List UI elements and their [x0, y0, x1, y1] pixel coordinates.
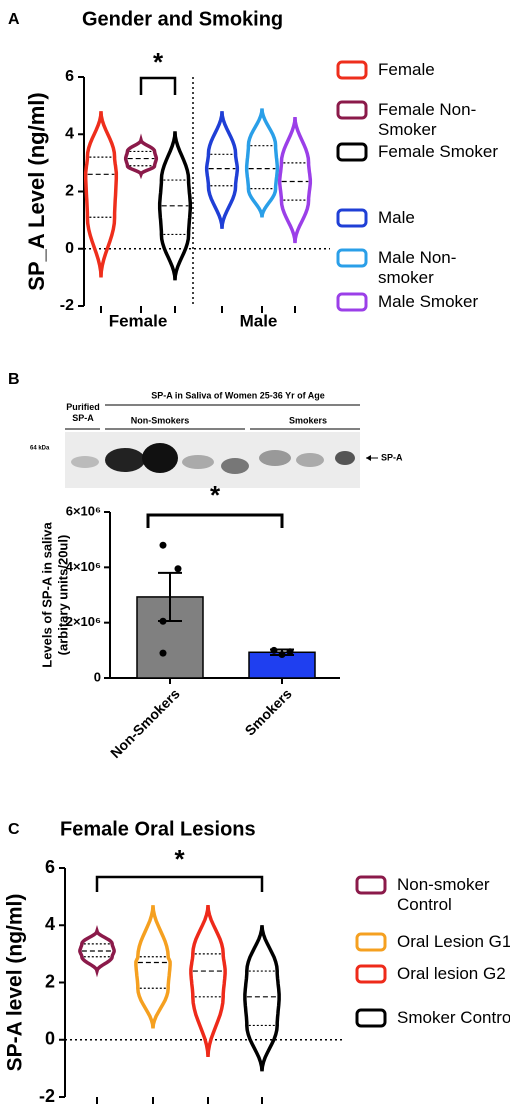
legend-swatch: [355, 932, 387, 952]
legend-swatch: [336, 100, 368, 120]
y-tick-label: 6: [45, 857, 55, 877]
chart-title: Female Oral Lesions: [60, 818, 256, 840]
legend-label-box: Male Non-smoker: [378, 248, 457, 287]
y-axis-title: SP-A level (ng/ml): [4, 894, 27, 1072]
significance-bracket: [95, 875, 264, 892]
violin: [243, 925, 281, 1072]
x-tick-label: Non-Smokers: [107, 685, 183, 761]
blot-lane-label: Purified SP-A: [66, 402, 100, 423]
legend-swatch: [355, 875, 387, 895]
legend-label: Female Smoker: [378, 142, 498, 161]
violin: [157, 131, 193, 281]
legend-label-box: Male Smoker: [378, 292, 479, 311]
significance-bracket: [139, 76, 177, 95]
legend-label: Male: [378, 208, 415, 227]
panel-label: A: [8, 11, 20, 28]
blot-band: [142, 443, 178, 473]
legend-swatch: [336, 208, 368, 228]
y-tick-label: 6: [65, 68, 74, 85]
legend-label: Smoker Control: [397, 1008, 510, 1027]
legend-label-box: Oral lesion G2: [397, 964, 506, 983]
violin: [78, 925, 116, 978]
significance-star: *: [153, 47, 164, 77]
data-point: [270, 646, 278, 654]
legend-swatch: [336, 142, 368, 162]
significance-bracket: [146, 513, 284, 528]
x-group-label: Male: [240, 311, 278, 330]
violin: [83, 111, 119, 278]
y-axis-title: Levels of SP-A in saliva: [39, 522, 54, 668]
violin: [134, 905, 172, 1029]
y-tick-label: 2: [65, 183, 74, 200]
blot-band: [259, 450, 291, 466]
data-point: [159, 541, 167, 549]
legend-label: Male Smoker: [378, 292, 479, 311]
legend-label: Oral Lesion G1: [397, 932, 510, 951]
blot-lane-label: Smokers: [289, 415, 327, 425]
legend-label-box: Female Non-Smoker: [378, 100, 477, 139]
y-tick-label: 2: [45, 971, 55, 991]
chart-title: Gender and Smoking: [82, 8, 283, 30]
blot-lane-label-box: Purified SP-A: [66, 402, 100, 423]
legend-label: Female Non-Smoker: [378, 100, 477, 139]
violin: [277, 116, 313, 244]
y-tick-label: 4: [45, 914, 55, 934]
y-tick-label: 0: [45, 1029, 55, 1049]
violin: [189, 905, 227, 1058]
y-axis-title: SP_A Level (ng/ml): [24, 92, 49, 290]
y-axis-title: (arbitary units/20ul): [55, 535, 70, 656]
panel-label: B: [8, 371, 20, 388]
blot-band: [182, 455, 214, 469]
x-group-label: Female: [109, 311, 168, 330]
blot-title: SP-A in Saliva of Women 25-36 Yr of Age: [151, 390, 325, 400]
blot-band: [221, 458, 249, 474]
data-point: [278, 650, 286, 658]
legend-swatch: [355, 1008, 387, 1028]
legend-label-box: Non-smoker Control: [397, 875, 490, 914]
western-blot: [65, 404, 378, 488]
violin: [204, 111, 240, 229]
legend-swatch: [336, 248, 368, 268]
significance-star: *: [210, 480, 221, 510]
legend-label: Female: [378, 60, 435, 79]
legend-label: Non-smoker Control: [397, 875, 490, 914]
legend-label-box: Female Smoker: [378, 142, 498, 161]
legend-label-box: Male: [378, 208, 415, 227]
y-tick-label: 4: [65, 125, 74, 142]
legend-swatch: [336, 292, 368, 312]
blot-marker: 64 kDa: [30, 446, 50, 452]
blot-band: [335, 451, 355, 465]
legend-label-box: Female: [378, 60, 435, 79]
blot-band: [296, 453, 324, 467]
data-point: [159, 617, 167, 625]
data-point: [286, 648, 294, 656]
x-tick-label: Smokers: [242, 685, 295, 738]
violin: [123, 133, 159, 180]
legend-label: Male Non-smoker: [378, 248, 457, 287]
blot-band-label: SP-A: [381, 452, 403, 462]
panel-label: C: [8, 821, 20, 838]
legend-swatch: [355, 964, 387, 984]
significance-star: *: [174, 844, 185, 874]
violin: [244, 108, 280, 218]
blot-band: [71, 456, 99, 468]
arrow-head: [366, 455, 371, 461]
legend-label: Oral lesion G2: [397, 964, 506, 983]
y-tick-label: 2×10⁶: [66, 614, 101, 629]
y-tick-label: 0: [65, 240, 74, 257]
blot-band: [105, 448, 145, 472]
y-tick-label: 6×10⁶: [66, 503, 101, 518]
data-point: [159, 649, 167, 657]
legend-label-box: Oral Lesion G1: [397, 932, 510, 951]
y-tick-label: -2: [39, 1086, 55, 1106]
blot-lane-label: Non-Smokers: [131, 415, 190, 425]
legend-swatch: [336, 60, 368, 80]
data-point: [174, 565, 182, 573]
y-tick-label: -2: [60, 297, 74, 314]
legend-label-box: Smoker Control: [397, 1008, 510, 1027]
y-tick-label: 0: [94, 669, 101, 684]
y-tick-label: 4×10⁶: [66, 559, 101, 574]
